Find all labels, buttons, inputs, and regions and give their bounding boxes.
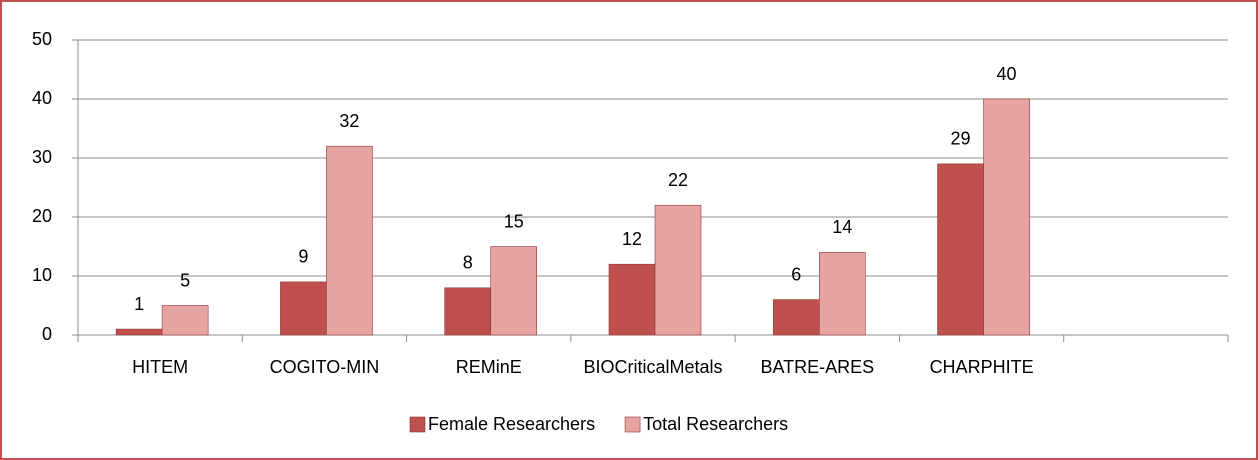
bar bbox=[654, 204, 702, 336]
data-label: 32 bbox=[339, 111, 359, 131]
legend-label: Total Researchers bbox=[643, 414, 788, 434]
bar bbox=[937, 163, 984, 336]
bar bbox=[818, 252, 866, 336]
legend-swatch bbox=[409, 416, 426, 433]
y-tick-label: 40 bbox=[32, 88, 52, 108]
data-label: 9 bbox=[298, 247, 308, 267]
data-label: 6 bbox=[791, 264, 801, 284]
data-label: 1 bbox=[134, 294, 144, 314]
data-label: 5 bbox=[180, 270, 190, 290]
data-label: 15 bbox=[504, 211, 524, 231]
x-tick-label: COGITO-MIN bbox=[270, 357, 380, 377]
data-label: 22 bbox=[668, 170, 688, 190]
bar bbox=[608, 263, 656, 336]
bar bbox=[326, 145, 373, 336]
y-tick-label: 20 bbox=[32, 206, 52, 226]
y-tick-label: 10 bbox=[32, 265, 52, 285]
x-tick-label: CHARPHITE bbox=[930, 357, 1034, 377]
x-tick-label: HITEM bbox=[132, 357, 188, 377]
y-tick-label: 50 bbox=[32, 29, 52, 49]
legend-swatch bbox=[624, 416, 641, 433]
data-label: 14 bbox=[832, 217, 852, 237]
bar bbox=[983, 98, 1030, 336]
data-label: 12 bbox=[622, 229, 642, 249]
data-label: 40 bbox=[997, 64, 1017, 84]
bar bbox=[280, 281, 327, 336]
x-tick-label: REMinE bbox=[456, 357, 522, 377]
y-tick-label: 30 bbox=[32, 147, 52, 167]
bar bbox=[161, 305, 209, 336]
bar bbox=[490, 246, 538, 336]
bar bbox=[444, 287, 492, 336]
legend-label: Female Researchers bbox=[428, 414, 595, 434]
y-tick-label: 0 bbox=[42, 324, 52, 344]
x-tick-label: BATRE-ARES bbox=[760, 357, 874, 377]
x-tick-label: BIOCriticalMetals bbox=[583, 357, 722, 377]
bar bbox=[115, 328, 163, 336]
data-label: 29 bbox=[951, 129, 971, 149]
data-label: 8 bbox=[463, 253, 473, 273]
bar bbox=[772, 299, 820, 336]
